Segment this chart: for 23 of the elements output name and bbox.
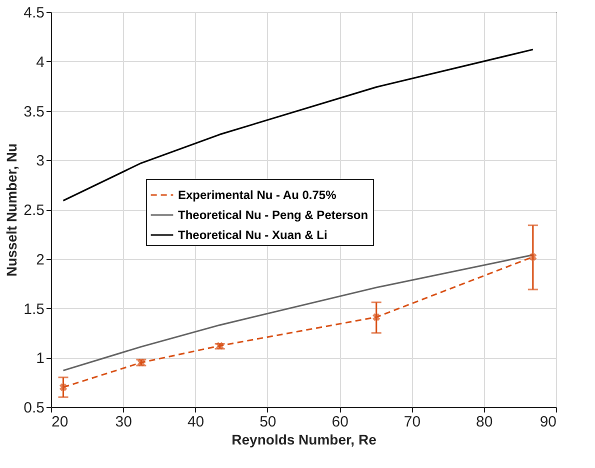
x-tick-label: 50 [260,414,276,430]
legend-label: Theoretical Nu - Xuan & Li [178,228,328,242]
y-tick-label: 0.5 [24,400,44,416]
y-tick-label: 3 [36,152,44,170]
y-tick-label: 4.5 [24,4,44,22]
x-tick-label: 30 [115,414,132,430]
x-axis-title: Reynolds Number, Re [232,432,377,448]
y-tick-label: 2.5 [24,202,44,219]
y-axis-title: Nusselt Number, Nu [4,143,20,277]
line-series [62,48,534,202]
y-tick-label: 3.5 [24,103,44,120]
y-tick-label: 1 [36,350,44,368]
x-tick-label: 80 [476,414,493,430]
x-tick-label: 60 [332,414,348,430]
y-tick-label: 4 [36,54,44,71]
y-tick-label: 2 [36,251,44,268]
x-tick-label: 20 [52,414,68,430]
x-tick-label: 40 [187,414,204,430]
legend-label: Experimental Nu - Au 0.75% [178,188,337,202]
x-tick-label: 70 [404,414,421,430]
x-tick-label: 90 [540,414,556,430]
y-tick-label: 1.5 [24,300,44,318]
legend-label: Theoretical Nu - Peng & Peterson [178,208,368,222]
